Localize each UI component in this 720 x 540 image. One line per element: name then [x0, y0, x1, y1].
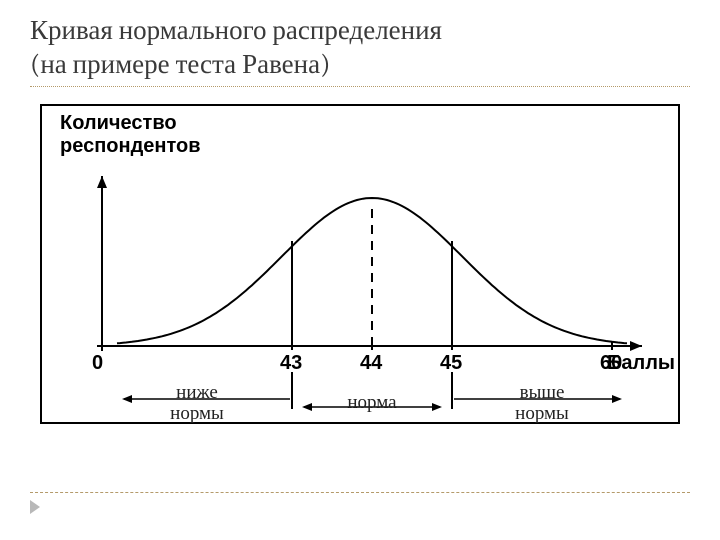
- region-below-label: ниже нормы: [152, 382, 242, 424]
- title-line-2: (на примере теста Равена): [30, 49, 330, 80]
- region-norm-label: норма: [332, 392, 412, 413]
- chart-container: Количество респондентов Баллы 0 43 44 45…: [40, 104, 680, 424]
- region-below-l1: ниже: [176, 381, 218, 403]
- tick-44: 44: [360, 352, 382, 375]
- tick-43: 43: [280, 352, 302, 375]
- title-line-1: Кривая нормального распределения: [30, 15, 442, 46]
- region-above-l1: выше: [520, 381, 565, 403]
- tick-60: 60: [600, 352, 622, 375]
- tick-0: 0: [92, 352, 103, 375]
- slide-title: Кривая нормального распределения (на при…: [30, 14, 442, 82]
- tick-45: 45: [440, 352, 462, 375]
- region-below-l2: нормы: [170, 402, 224, 424]
- slide: Кривая нормального распределения (на при…: [0, 0, 720, 540]
- title-underline: [30, 86, 690, 87]
- region-above-l2: нормы: [515, 402, 569, 424]
- y-axis-label: Количество респондентов: [60, 112, 201, 158]
- region-above-label: выше нормы: [497, 382, 587, 424]
- region-norm-l1: норма: [347, 391, 396, 413]
- y-axis-label-text: Количество респондентов: [60, 112, 201, 157]
- footer-rule: [30, 492, 690, 493]
- slide-marker-icon: [30, 500, 40, 514]
